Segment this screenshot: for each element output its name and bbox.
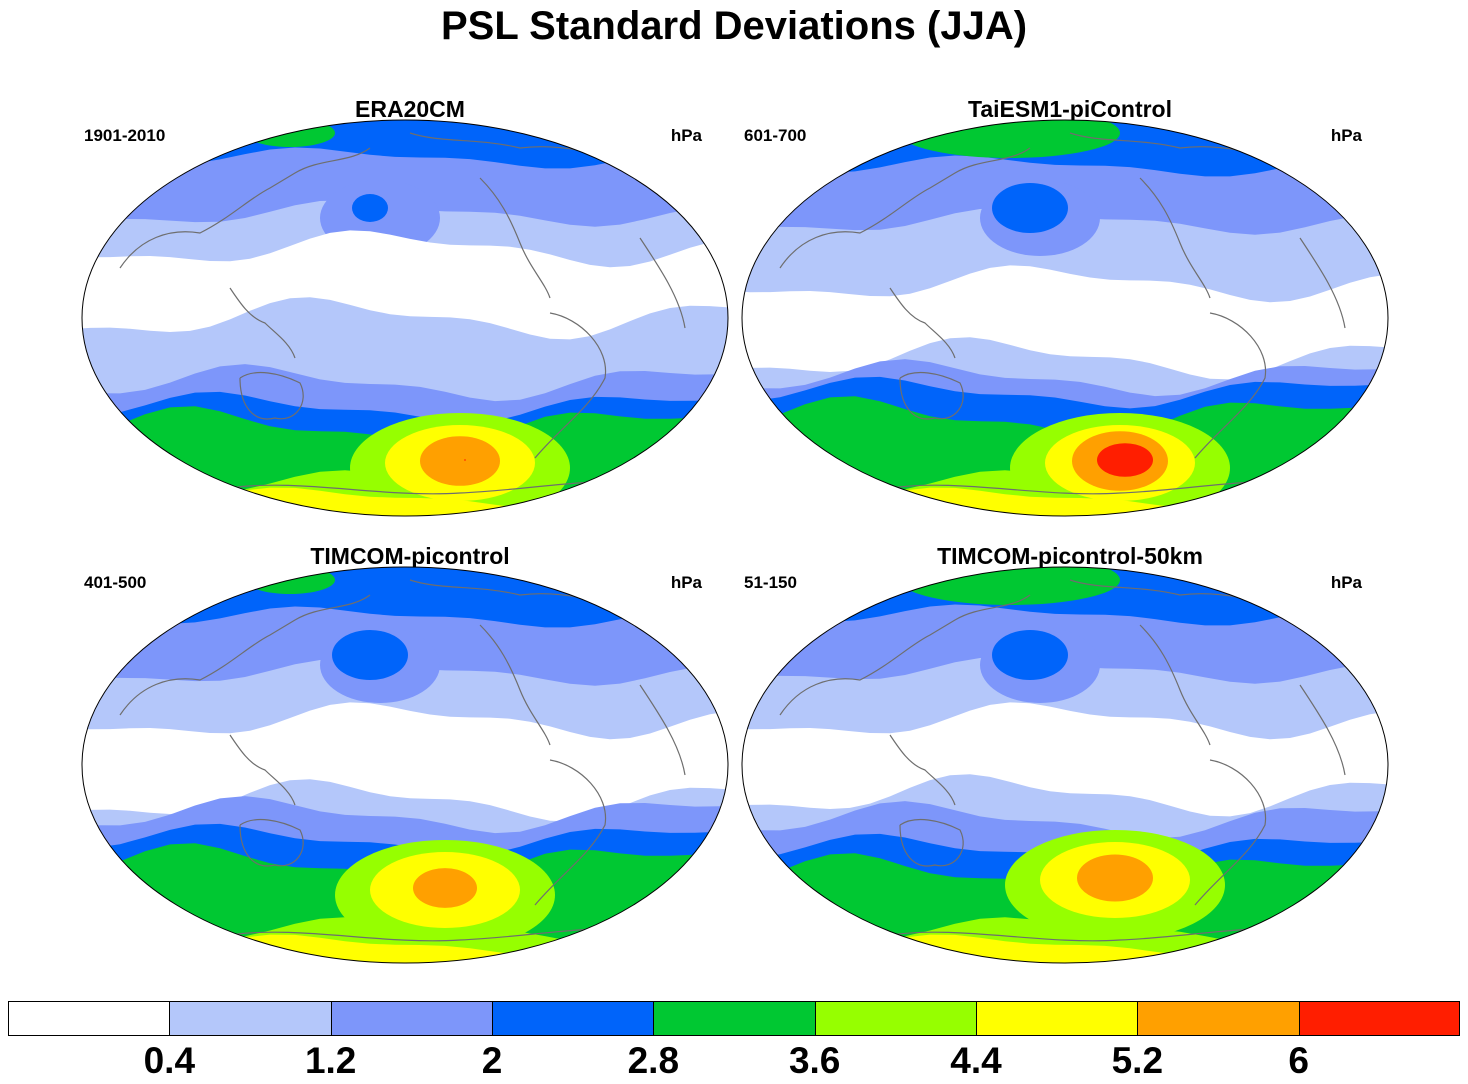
map-panel-timcom: TIMCOM-picontrol 401-500 hPa [80, 543, 740, 983]
contour-fill [992, 183, 1068, 233]
panel-title: TIMCOM-picontrol-50km [937, 543, 1203, 569]
coastline [239, 819, 304, 867]
map-border [741, 566, 1389, 964]
coastline [119, 147, 371, 269]
coastline [1194, 759, 1267, 906]
map-panel-timcom-50km: TIMCOM-picontrol-50km 51-150 hPa [740, 543, 1400, 983]
contour-fill [352, 194, 388, 222]
coastline [889, 287, 956, 359]
panel-units: hPa [1330, 573, 1362, 592]
coastline [534, 312, 607, 459]
map-border [81, 119, 729, 517]
colorbar-swatch [8, 1001, 170, 1036]
coastline [534, 759, 607, 906]
colorbar-tick-label: 1.2 [304, 1040, 357, 1081]
coastline [1139, 624, 1211, 746]
panel-period: 51-150 [744, 573, 797, 592]
coastline [889, 928, 1301, 942]
map-border [81, 566, 729, 964]
colorbar-swatch [330, 1001, 493, 1036]
coastline [899, 372, 964, 420]
map-projection [741, 119, 1389, 517]
panel-units: hPa [1330, 126, 1362, 145]
contour-fill [1097, 443, 1153, 477]
coastline [1299, 684, 1346, 776]
colorbar-tick-label: 0.4 [143, 1040, 196, 1081]
contour-fill [464, 459, 466, 461]
colorbar-tick-label: 6 [1288, 1040, 1309, 1081]
coastline [889, 481, 1301, 495]
panel-period: 601-700 [744, 126, 807, 145]
contour-fill [742, 265, 1388, 380]
coastline [889, 734, 956, 806]
colorbar-swatch [814, 1001, 977, 1036]
coastline [639, 237, 686, 329]
coastline [229, 481, 641, 495]
colorbar-swatch [492, 1001, 654, 1036]
colorbar-swatch [1298, 1001, 1461, 1036]
panel-title: TaiESM1-piControl [967, 96, 1172, 122]
contour-fill [1077, 854, 1153, 902]
coastline [119, 594, 371, 716]
panel-title: TIMCOM-picontrol [310, 543, 510, 569]
coastline [899, 819, 964, 867]
contour-fill [413, 868, 477, 908]
coastline [229, 928, 641, 942]
coastline [239, 372, 304, 420]
coastline [779, 594, 1031, 716]
coastline [1194, 312, 1267, 459]
colorbar-tick-label: 3.6 [788, 1040, 841, 1081]
coastline [229, 287, 296, 359]
contour-fill [332, 630, 408, 680]
colorbar-swatch [976, 1001, 1138, 1036]
map-border [741, 119, 1389, 517]
coastline [479, 624, 551, 746]
coastline [1139, 177, 1211, 299]
map-panel-taiesm1: TaiESM1-piControl 601-700 hPa [740, 96, 1400, 536]
colorbar-tick-label: 2.8 [627, 1040, 680, 1081]
colorbar-swatch [1137, 1001, 1300, 1036]
contour-fill [420, 436, 500, 486]
contour-fill [82, 230, 728, 340]
coastline [479, 177, 551, 299]
map-projection [741, 566, 1389, 964]
colorbar-tick-label: 4.4 [950, 1040, 1002, 1081]
colorbar-tick-label: 5.2 [1111, 1040, 1164, 1081]
contour-fill [742, 702, 1388, 817]
colorbar [8, 1001, 1461, 1036]
coastline [229, 734, 296, 806]
panel-period: 401-500 [84, 573, 147, 592]
coastline [1299, 237, 1346, 329]
contour-fill [82, 702, 728, 822]
colorbar-swatch [169, 1001, 332, 1036]
colorbar-tick-label: 2 [481, 1040, 503, 1081]
map-projection [81, 119, 729, 517]
coastline [639, 684, 686, 776]
map-panel-era20cm: ERA20CM 1901-2010 hPa [80, 96, 740, 536]
coastline [779, 147, 1031, 269]
panel-units: hPa [670, 126, 702, 145]
panel-units: hPa [670, 573, 702, 592]
map-projection [81, 566, 729, 964]
panel-period: 1901-2010 [84, 126, 166, 145]
figure-title: PSL Standard Deviations (JJA) [440, 4, 1028, 48]
panel-title: ERA20CM [355, 96, 465, 122]
contour-fill [992, 630, 1068, 680]
colorbar-swatch [653, 1001, 816, 1036]
